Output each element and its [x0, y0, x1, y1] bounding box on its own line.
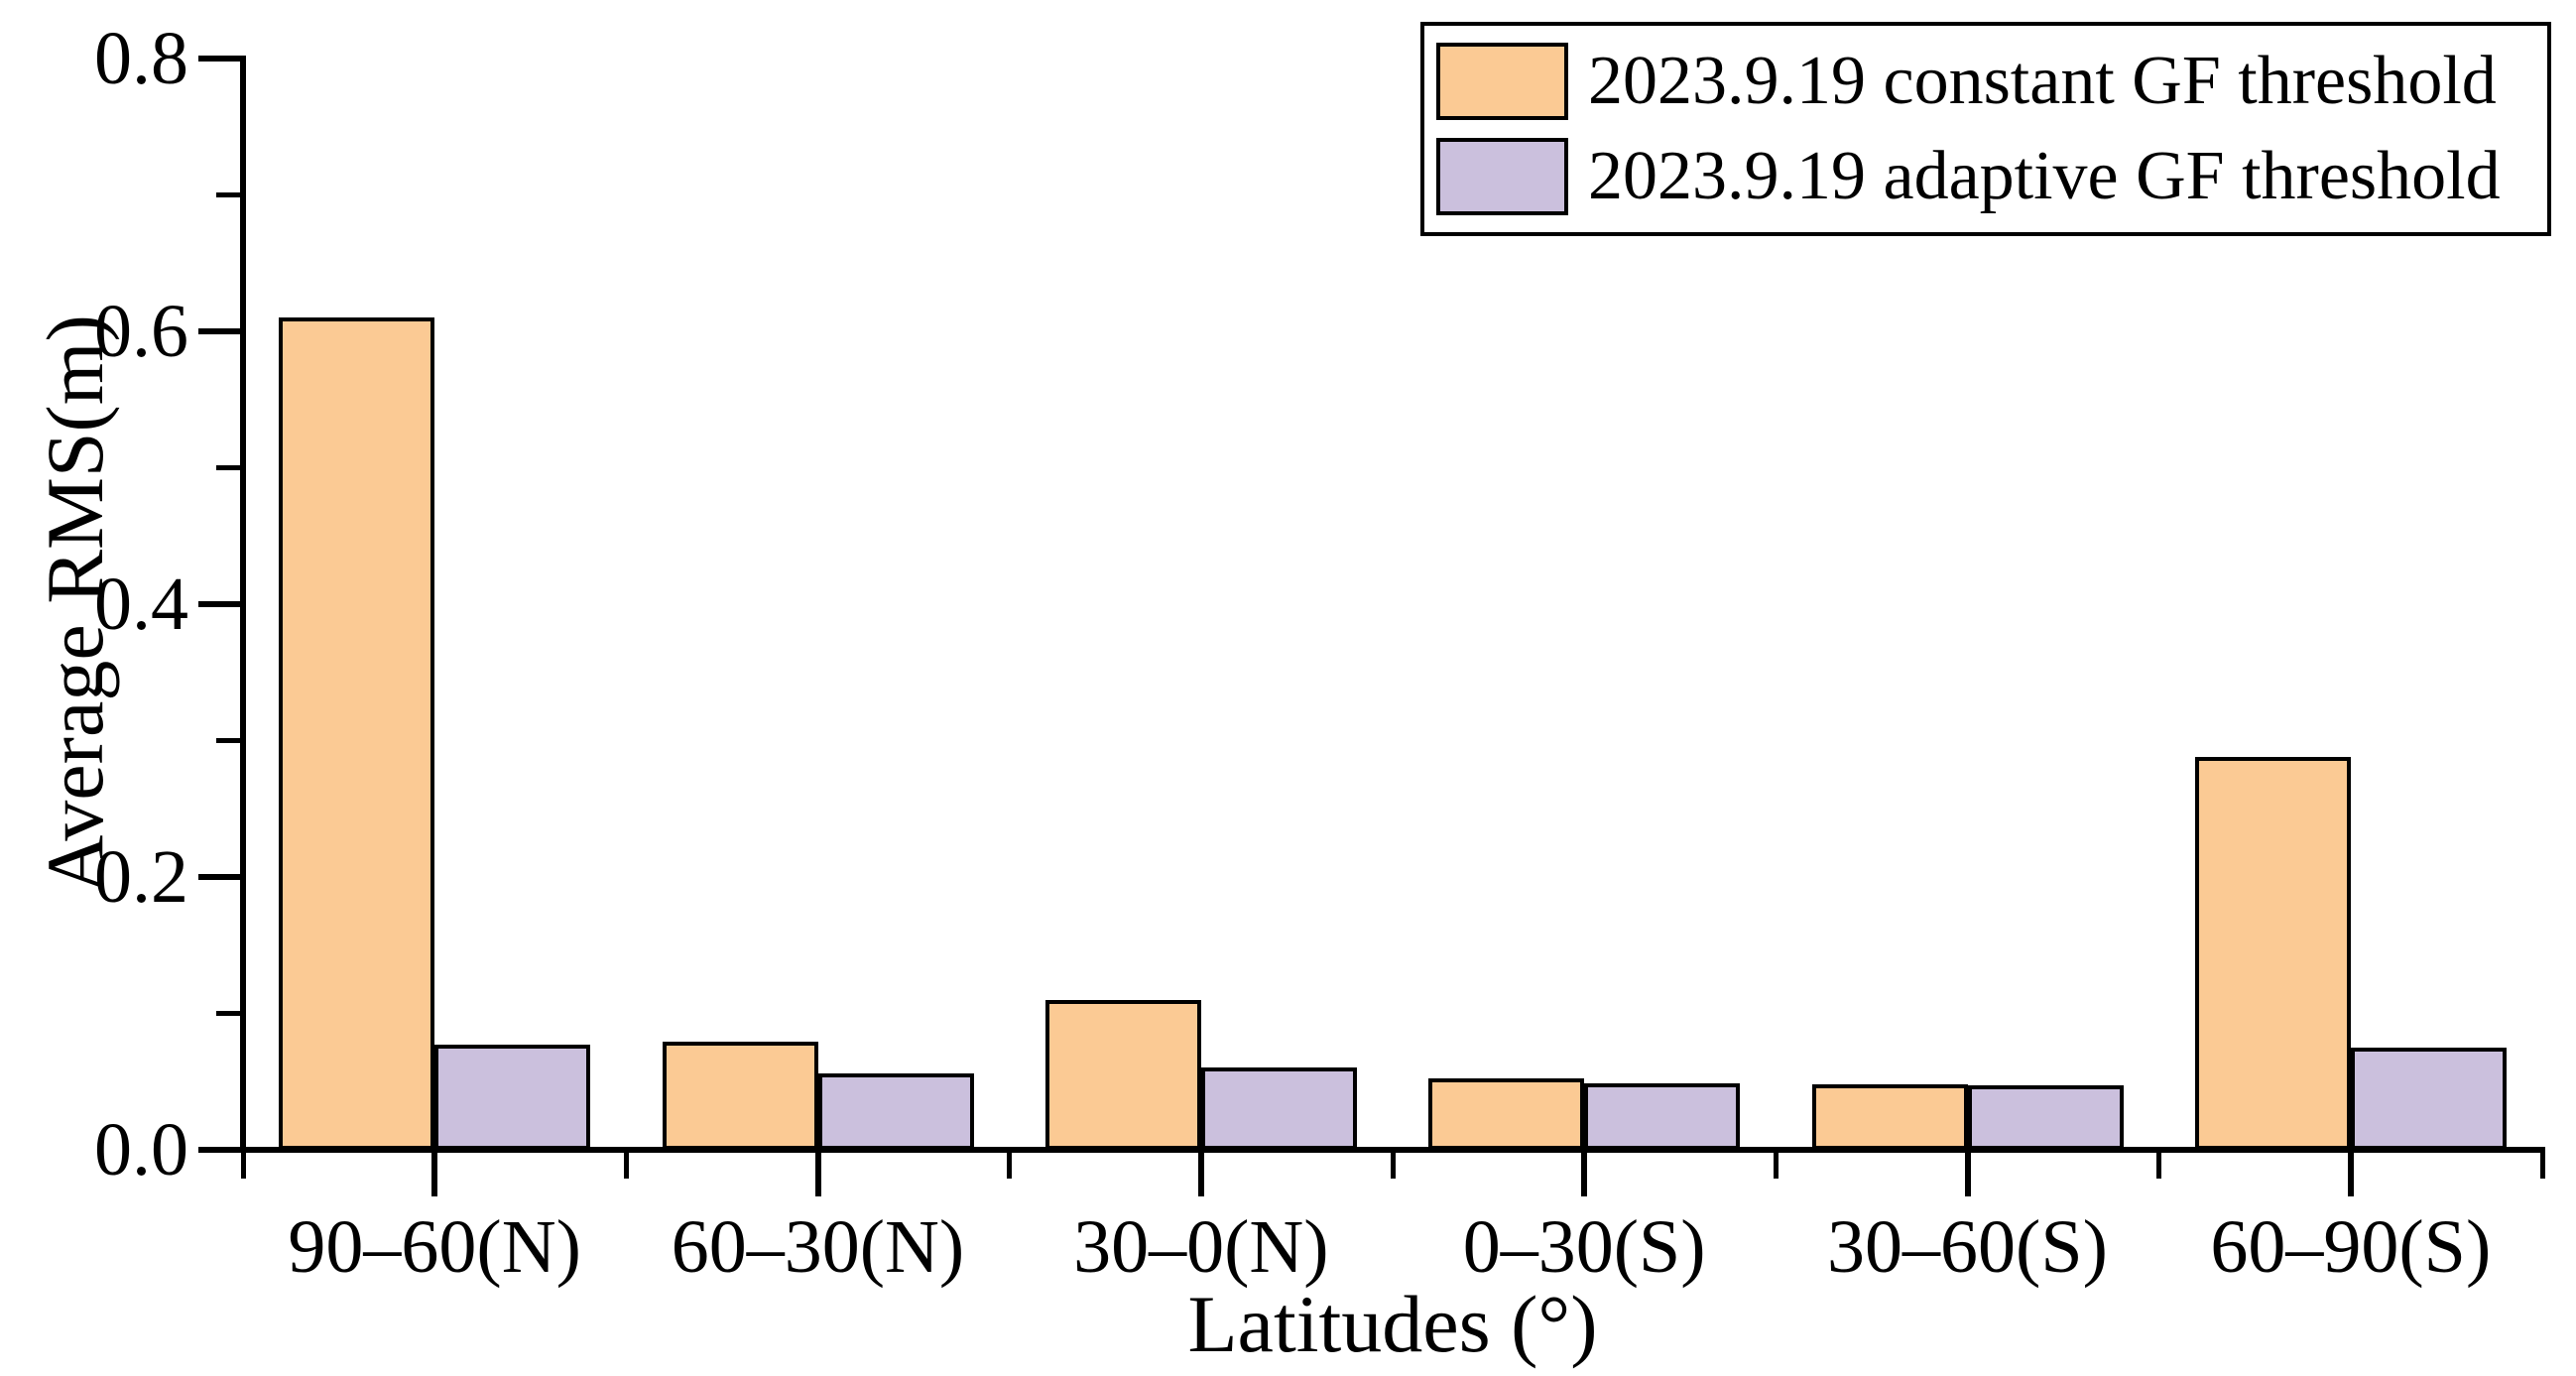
x-minor-tick [240, 1153, 246, 1179]
legend-entry-constant: 2023.9.19 constant GF threshold [1436, 43, 2547, 121]
bar-adaptive-4 [1968, 1085, 2124, 1150]
y-axis-line [240, 56, 246, 1153]
x-major-tick [2347, 1153, 2354, 1196]
x-major-tick [814, 1153, 821, 1196]
bar-adaptive-2 [1201, 1067, 1357, 1150]
y-tick-label: 0.4 [94, 563, 188, 646]
bar-constant-5 [2195, 757, 2351, 1150]
y-tick-label: 0.0 [94, 1108, 188, 1191]
x-minor-tick [2156, 1153, 2162, 1179]
x-tick-label: 30–0(N) [1073, 1205, 1329, 1289]
legend-label-adaptive: 2023.9.19 adaptive GF threshold [1588, 137, 2501, 214]
legend-box: 2023.9.19 constant GF threshold 2023.9.1… [1420, 22, 2551, 236]
bar-constant-3 [1428, 1078, 1584, 1150]
x-tick-label: 30–60(S) [1827, 1205, 2108, 1289]
bar-constant-2 [1045, 1000, 1201, 1150]
y-minor-tick [216, 192, 240, 197]
x-major-tick [431, 1153, 438, 1196]
bar-constant-1 [663, 1042, 818, 1150]
y-major-tick [198, 874, 240, 880]
y-tick-label: 0.2 [94, 835, 188, 919]
y-minor-tick [216, 1011, 240, 1016]
x-tick-label: 0–30(S) [1462, 1205, 1706, 1289]
y-minor-tick [216, 738, 240, 743]
y-major-tick [198, 1147, 240, 1153]
x-axis-title: Latitudes (°) [1187, 1279, 1598, 1369]
bar-adaptive-1 [818, 1073, 974, 1150]
x-minor-tick [1007, 1153, 1013, 1179]
x-major-tick [1964, 1153, 1971, 1196]
y-major-tick [198, 601, 240, 607]
bar-adaptive-0 [434, 1045, 590, 1150]
x-axis-line [240, 1147, 2545, 1153]
x-tick-label: 60–90(S) [2210, 1205, 2492, 1289]
bar-constant-0 [279, 317, 434, 1150]
bar-constant-4 [1812, 1084, 1968, 1150]
y-major-tick [198, 56, 240, 62]
y-tick-label: 0.8 [94, 17, 188, 100]
x-tick-label: 60–30(N) [671, 1205, 965, 1289]
legend-entry-adaptive: 2023.9.19 adaptive GF threshold [1436, 137, 2547, 215]
y-major-tick [198, 328, 240, 334]
x-tick-label: 90–60(N) [288, 1205, 581, 1289]
x-minor-tick [1773, 1153, 1779, 1179]
y-minor-tick [216, 465, 240, 470]
x-major-tick [1581, 1153, 1588, 1196]
legend-label-constant: 2023.9.19 constant GF threshold [1588, 43, 2497, 120]
x-major-tick [1197, 1153, 1204, 1196]
x-minor-tick [2539, 1153, 2545, 1179]
legend-swatch-adaptive [1436, 137, 1568, 215]
legend-swatch-constant [1436, 43, 1568, 121]
x-minor-tick [1390, 1153, 1396, 1179]
bar-adaptive-3 [1584, 1083, 1740, 1150]
y-tick-label: 0.6 [94, 290, 188, 373]
bar-adaptive-5 [2351, 1048, 2507, 1150]
x-minor-tick [623, 1153, 629, 1179]
